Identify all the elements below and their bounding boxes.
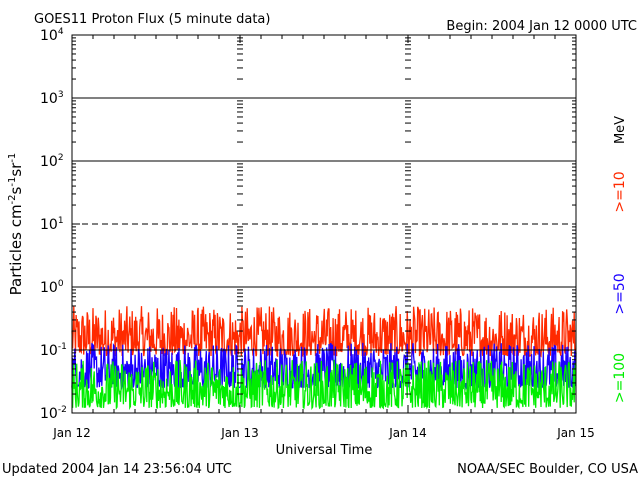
series-line-0 xyxy=(71,306,577,358)
y-tick-labels: 10-2 10-1 100 101 102 103 104 xyxy=(40,27,67,422)
x-axis-label: Universal Time xyxy=(276,443,373,458)
svg-text:Particles cm-2s-1sr-1: Particles cm-2s-1sr-1 xyxy=(7,153,25,296)
series-line-1 xyxy=(71,342,577,391)
x-tick-labels: Jan 12 Jan 13 Jan 14 Jan 15 xyxy=(52,426,595,440)
legend-unit: MeV xyxy=(613,116,628,144)
x-tick-label: Jan 12 xyxy=(52,426,91,440)
legend-label-10: >=10 xyxy=(612,171,628,212)
legend-series-10: >=10 xyxy=(612,171,628,212)
y-tick-label: 10-2 xyxy=(40,405,67,422)
y-axis-label-s: s xyxy=(7,186,25,194)
credit-label: NOAA/SEC Boulder, CO USA xyxy=(457,462,638,477)
legend-label-100: >=100 xyxy=(612,353,628,403)
y-axis-label-sup2: -1 xyxy=(7,177,18,187)
series-layer xyxy=(71,306,577,411)
y-tick-label: 100 xyxy=(40,279,64,296)
y-tick-label: 103 xyxy=(40,90,64,107)
plot-frame xyxy=(71,34,577,414)
y-tick-label: 101 xyxy=(40,216,64,233)
y-axis-label-sup1: -2 xyxy=(7,194,18,204)
y-axis-label-base: Particles cm xyxy=(7,204,25,295)
legend-unit-label: MeV xyxy=(613,116,628,144)
y-axis-label: Particles cm-2s-1sr-1 xyxy=(7,153,25,296)
x-tick-label: Jan 14 xyxy=(388,426,427,440)
y-tick-label: 10-1 xyxy=(40,342,67,359)
legend-series-100: >=100 xyxy=(612,353,628,403)
series-line-2 xyxy=(71,359,577,411)
legend-series-50: >=50 xyxy=(612,273,628,314)
updated-timestamp: Updated 2004 Jan 14 23:56:04 UTC xyxy=(2,462,232,477)
y-axis-label-sr: sr xyxy=(7,162,25,177)
y-tick-label: 102 xyxy=(40,153,64,170)
y-tick-label: 104 xyxy=(40,27,64,44)
begin-time-label: Begin: 2004 Jan 12 0000 UTC xyxy=(446,19,637,34)
chart-title: GOES11 Proton Flux (5 minute data) xyxy=(34,12,270,27)
legend-label-50: >=50 xyxy=(612,273,628,314)
x-tick-label: Jan 13 xyxy=(220,426,259,440)
x-tick-label: Jan 15 xyxy=(556,426,595,440)
y-axis-label-sup3: -1 xyxy=(7,153,18,163)
